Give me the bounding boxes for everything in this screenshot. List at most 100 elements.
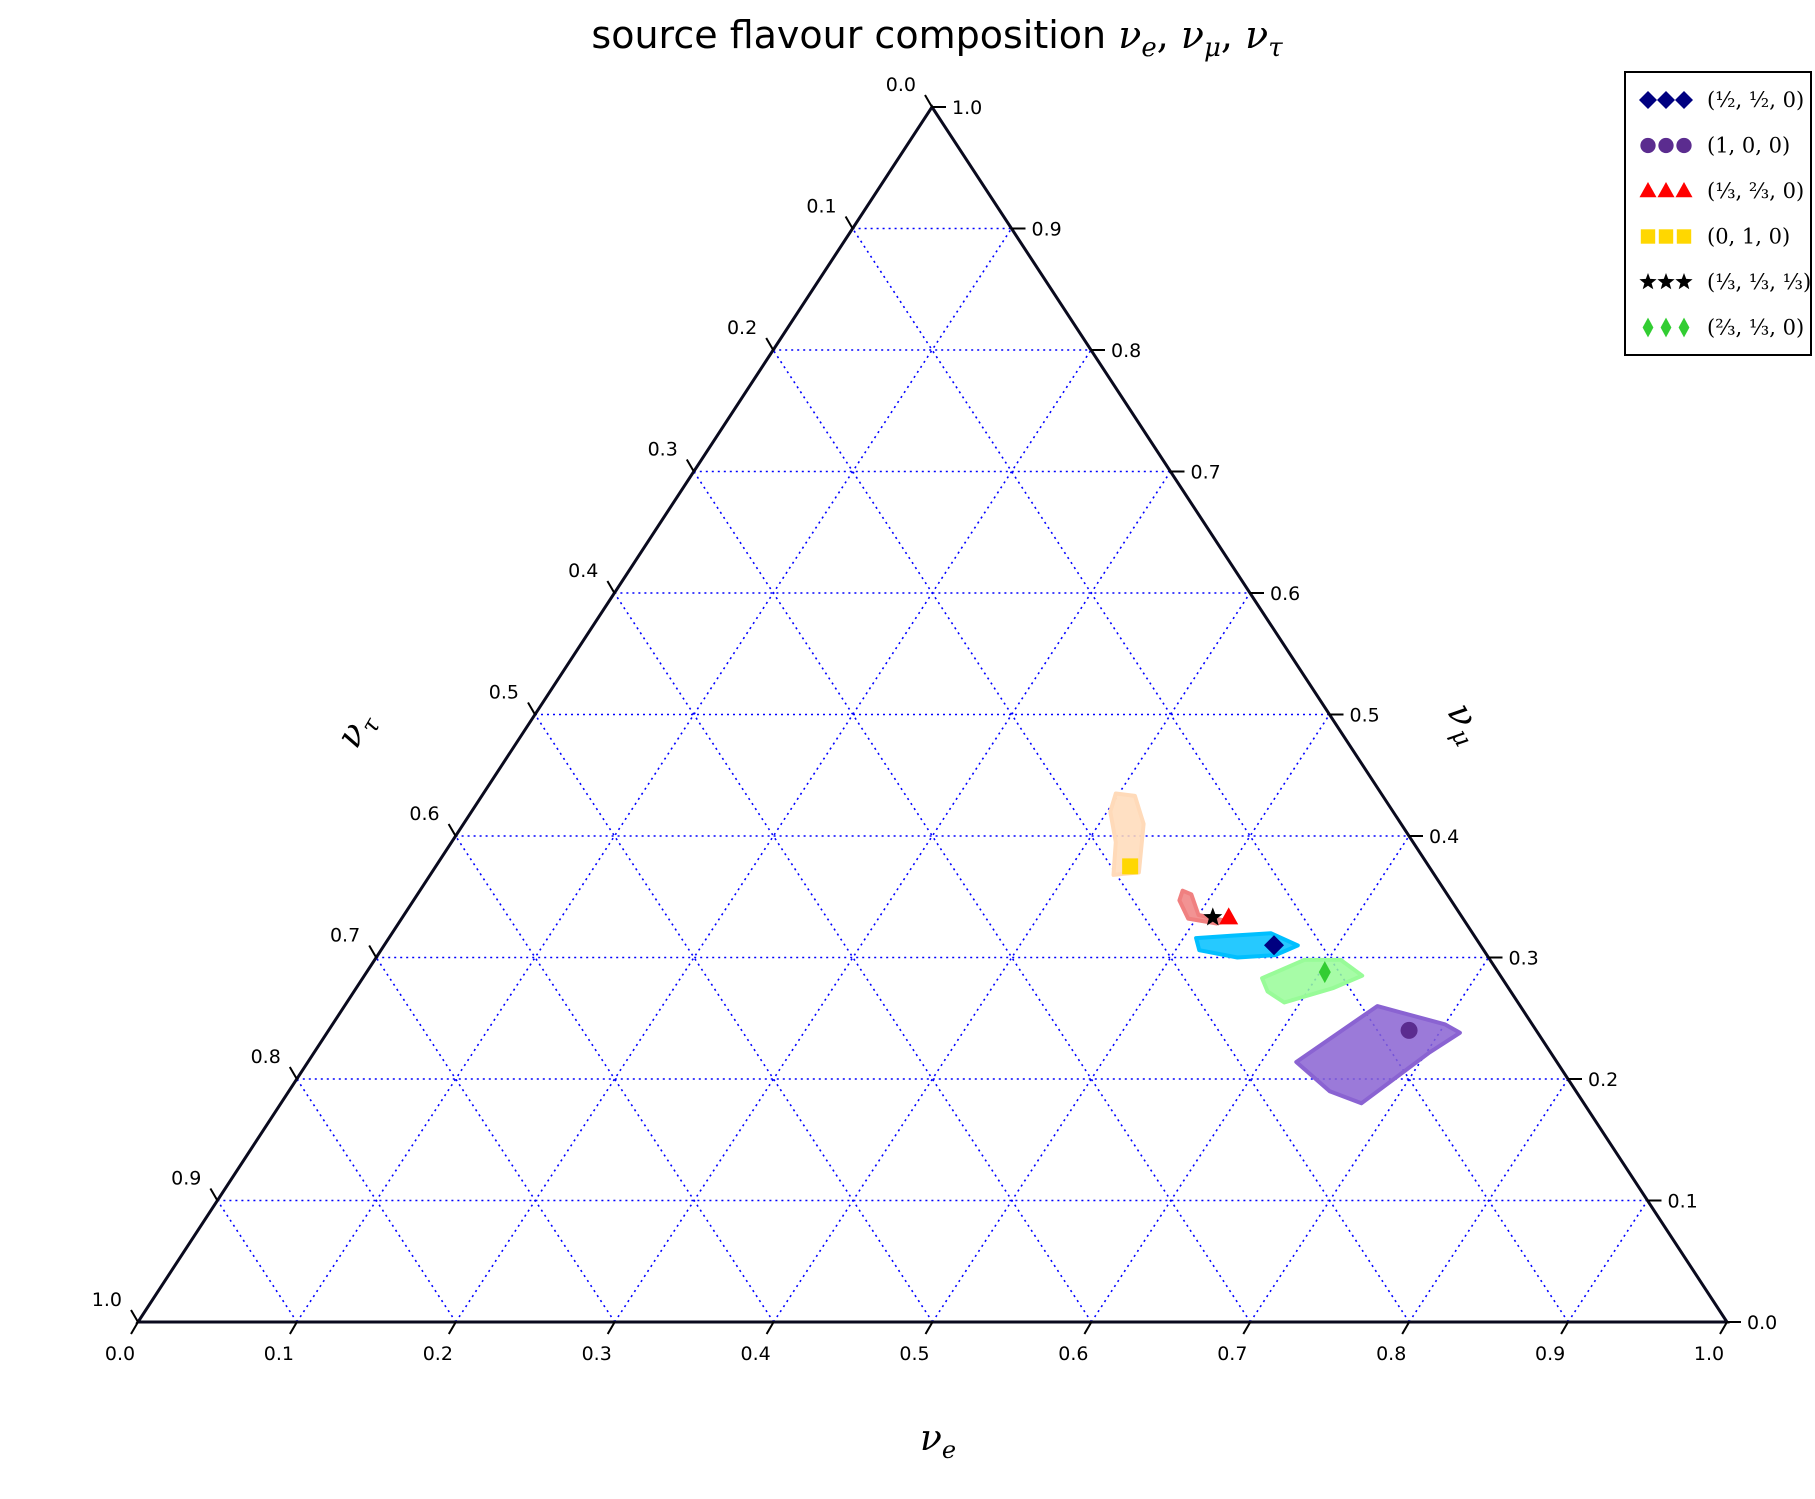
title-math-subscript: μ — [1204, 33, 1221, 63]
ternary-grid — [216, 227, 1649, 1323]
legend: (½, ½, 0) (1, 0, 0) (⅓, ⅔, 0) (0, 1, 0) (⅓, … — [1624, 71, 1812, 356]
cloud-region — [1294, 1004, 1462, 1106]
legend-marker-square — [1658, 229, 1674, 244]
legend-box — [1624, 71, 1812, 356]
legend-marker-diamond — [1639, 91, 1657, 109]
tick-label-left: 0.2 — [727, 317, 757, 339]
legend-marker-diamond — [1657, 91, 1675, 109]
legend-label: (⅓, ⅔, 0) — [1707, 179, 1804, 203]
grid-line — [375, 957, 616, 1323]
tick-marks: 0.0 0.0 0.0 0.1 0.1 0.1 0.2 0.2 0.2 0.3 0.3 0.3 0.4 0… — [92, 74, 1777, 1365]
title-math-symbol: ν — [1245, 13, 1268, 57]
tick-label-bottom: 0.8 — [1376, 1343, 1406, 1365]
tick-label-bottom: 1.0 — [1694, 1343, 1724, 1365]
chart-title-math: νe, νμ, ντ — [1118, 13, 1283, 63]
title-math-symbol: ν — [1118, 13, 1141, 57]
tick-label-right: 0.0 — [1747, 1312, 1777, 1334]
tick-label-bottom: 0.9 — [1535, 1343, 1565, 1365]
grid-line — [1090, 835, 1410, 1323]
tick-bottom — [1242, 1321, 1252, 1335]
tick-label-bottom: 0.1 — [264, 1343, 294, 1365]
tick-label-bottom: 0.2 — [423, 1343, 453, 1365]
legend-marker-triangle — [1657, 182, 1675, 198]
tick-bottom — [924, 1321, 934, 1335]
data-point-diamond — [1264, 935, 1284, 956]
tick-label-left: 0.6 — [409, 803, 439, 825]
tick-label-left: 0.9 — [171, 1168, 201, 1190]
legend-marker-triangle — [1639, 182, 1657, 198]
grid-line — [216, 1200, 298, 1323]
tick-bottom — [1083, 1321, 1093, 1335]
tick-label-bottom: 0.4 — [740, 1343, 770, 1365]
grid-line — [1567, 1200, 1649, 1323]
tick-label-right: 1.0 — [952, 97, 982, 119]
axis-label-bottom: νe — [920, 1418, 956, 1464]
legend-marker-diamond — [1675, 91, 1693, 109]
tick-label-right: 0.3 — [1509, 948, 1539, 970]
legend-marker-square — [1676, 229, 1692, 244]
legend-marker-circle — [1640, 137, 1656, 154]
legend-label: (½, ½, 0) — [1707, 88, 1804, 112]
grid-line — [1249, 957, 1490, 1323]
tick-left — [288, 1066, 298, 1080]
title-math-separator: , — [1221, 13, 1245, 57]
tick-bottom — [130, 1321, 139, 1335]
tick-label-right: 0.8 — [1111, 340, 1141, 362]
tick-bottom — [1719, 1321, 1728, 1335]
title-math-symbol: ν — [1181, 13, 1204, 57]
tick-label-left: 0.3 — [648, 439, 678, 461]
grid-line — [931, 714, 1331, 1323]
tick-bottom — [765, 1321, 775, 1335]
grid-line — [296, 1078, 457, 1323]
legend-marker-thin-diamond — [1642, 317, 1654, 338]
tick-label-left: 0.0 — [886, 74, 916, 96]
legend-label: (1, 0, 0) — [1707, 134, 1790, 158]
tick-bottom — [1401, 1321, 1411, 1335]
cloud-region — [1260, 957, 1365, 1005]
tick-label-bottom: 0.6 — [1058, 1343, 1088, 1365]
data-point-square — [1122, 858, 1139, 875]
data-clouds — [1108, 791, 1462, 1106]
tick-left — [527, 701, 536, 716]
tick-left — [844, 215, 854, 230]
tick-left — [209, 1187, 219, 1202]
legend-marker-thin-diamond — [1660, 317, 1672, 338]
tick-left — [924, 94, 933, 108]
tick-bottom — [1560, 1321, 1569, 1335]
data-point-thin-diamond — [1318, 961, 1331, 984]
tick-label-left: 0.7 — [330, 925, 360, 947]
data-point-triangle — [1219, 907, 1239, 925]
grid-line — [772, 349, 1410, 1323]
chart-title: source flavour composition νe, νμ, ντ — [591, 13, 1283, 63]
title-math-separator: , — [1157, 13, 1181, 57]
tick-label-bottom: 0.3 — [582, 1343, 612, 1365]
grid-line — [454, 835, 775, 1323]
tick-left — [685, 458, 695, 473]
legend-label: (⅓, ⅓, ⅓) — [1707, 270, 1811, 294]
tick-label-bottom: 0.0 — [105, 1343, 135, 1365]
tick-label-right: 0.2 — [1588, 1069, 1618, 1091]
grid-line — [455, 349, 1092, 1323]
tick-bottom — [289, 1321, 298, 1335]
tick-left — [765, 337, 775, 351]
title-math-subscript: e — [1141, 33, 1156, 63]
legend-marker-star — [1639, 273, 1657, 290]
tick-label-right: 0.1 — [1668, 1191, 1698, 1213]
grid-line — [534, 714, 934, 1323]
legend-marker-thin-diamond — [1678, 317, 1690, 338]
legend-label: (⅔, ⅓, 0) — [1707, 316, 1804, 340]
legend-marker-triangle — [1675, 182, 1693, 198]
tick-label-bottom: 0.7 — [1217, 1343, 1247, 1365]
data-point-star — [1203, 907, 1223, 926]
data-points — [1122, 858, 1418, 1039]
grid-line — [851, 228, 1569, 1323]
tick-label-left: 0.1 — [806, 196, 836, 218]
legend-marker-square — [1640, 229, 1656, 244]
grid-line — [614, 471, 1172, 1323]
legend-marker-star — [1657, 273, 1675, 290]
tick-label-left: 0.8 — [251, 1046, 281, 1068]
tick-label-left: 1.0 — [92, 1289, 122, 1311]
title-math-subscript: τ — [1268, 33, 1283, 63]
tick-left — [368, 944, 378, 959]
